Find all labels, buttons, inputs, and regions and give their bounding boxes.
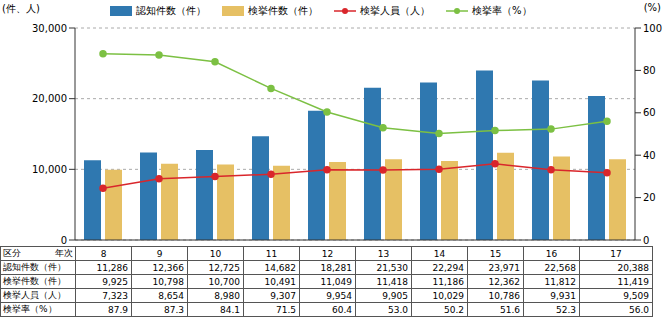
html-text:22,294: 22,294: [432, 262, 464, 273]
html-text:12,725: 12,725: [208, 262, 240, 273]
html-text:10,700: 10,700: [208, 276, 240, 287]
html-text:56.0: 56.0: [629, 304, 649, 315]
html-text:87.3: 87.3: [164, 304, 184, 315]
html-text:10,491: 10,491: [264, 276, 296, 287]
html-text:検挙率（%）: 検挙率（%）: [3, 304, 57, 314]
html-text:60.4: 60.4: [332, 304, 352, 315]
html-text:検挙件数（件）: 検挙件数（件）: [248, 5, 318, 16]
html-text:15: 15: [489, 248, 502, 259]
svg-text:100: 100: [643, 23, 662, 34]
html-text:9,931: 9,931: [550, 290, 576, 301]
svg-text:30,000: 30,000: [32, 23, 67, 34]
html-text:9,905: 9,905: [382, 290, 408, 301]
html-text:11,419: 11,419: [617, 276, 649, 287]
html-text:10,786: 10,786: [488, 290, 520, 301]
html-text:年次: 年次: [55, 248, 73, 258]
html-text:17: 17: [610, 248, 622, 259]
html-text:16: 16: [545, 248, 558, 259]
html-text:22,568: 22,568: [544, 262, 576, 273]
html-text:18,281: 18,281: [320, 262, 352, 273]
html-text:11,049: 11,049: [320, 276, 352, 287]
html-text:14,682: 14,682: [264, 262, 296, 273]
html-text:20,388: 20,388: [617, 262, 649, 273]
html-text:11,286: 11,286: [96, 262, 128, 273]
html-text:13: 13: [377, 248, 390, 259]
html-text:9: 9: [156, 248, 163, 259]
html-text:(件、人): (件、人): [2, 3, 40, 14]
html-text:51.6: 51.6: [500, 304, 520, 315]
html-text:10,029: 10,029: [432, 290, 464, 301]
html-text:9,307: 9,307: [270, 290, 296, 301]
html-text:23,971: 23,971: [488, 262, 520, 273]
html-text:12: 12: [321, 248, 334, 259]
html-text:8,980: 8,980: [214, 290, 240, 301]
html-text:50.2: 50.2: [444, 304, 464, 315]
svg-text:0: 0: [643, 235, 649, 246]
html-text:84.1: 84.1: [220, 304, 240, 315]
html-text:14: 14: [433, 248, 446, 259]
html-text:12,362: 12,362: [488, 276, 520, 287]
svg-text:0: 0: [61, 235, 67, 246]
html-text:11: 11: [265, 248, 278, 259]
html-text:11,812: 11,812: [544, 276, 576, 287]
svg-text:60: 60: [643, 107, 656, 118]
html-text:認知件数（件）: 認知件数（件）: [3, 262, 66, 272]
html-text:8: 8: [100, 248, 107, 259]
svg-text:10,000: 10,000: [32, 164, 67, 175]
svg-text:80: 80: [643, 65, 656, 76]
html-text:7,323: 7,323: [102, 290, 128, 301]
html-text:検挙人員（人）: 検挙人員（人）: [360, 5, 430, 16]
svg-text:20: 20: [643, 192, 656, 203]
html-text:検挙率（%）: 検挙率（%）: [472, 5, 532, 16]
html-text:検挙件数（件）: 検挙件数（件）: [3, 276, 66, 286]
html-text:8,654: 8,654: [158, 290, 184, 301]
svg-text:20,000: 20,000: [32, 93, 67, 104]
svg-text:40: 40: [643, 150, 656, 161]
html-text:10,798: 10,798: [152, 276, 184, 287]
html-text:11,418: 11,418: [376, 276, 408, 287]
html-text:区分: 区分: [3, 248, 21, 258]
html-text:9,509: 9,509: [623, 290, 649, 301]
html-text:9,925: 9,925: [102, 276, 128, 287]
html-text:検挙人員（人）: 検挙人員（人）: [3, 290, 66, 300]
html-text:71.5: 71.5: [276, 304, 296, 315]
html-text:12,366: 12,366: [152, 262, 184, 273]
html-text:認知件数（件）: 認知件数（件）: [136, 5, 206, 16]
html-text:10: 10: [209, 248, 222, 259]
html-text:9,954: 9,954: [326, 290, 352, 301]
html-text:52.3: 52.3: [556, 304, 576, 315]
html-text:21,530: 21,530: [376, 262, 408, 273]
html-text:53.0: 53.0: [388, 304, 408, 315]
html-text:11,186: 11,186: [432, 276, 464, 287]
html-text:87.9: 87.9: [108, 304, 128, 315]
